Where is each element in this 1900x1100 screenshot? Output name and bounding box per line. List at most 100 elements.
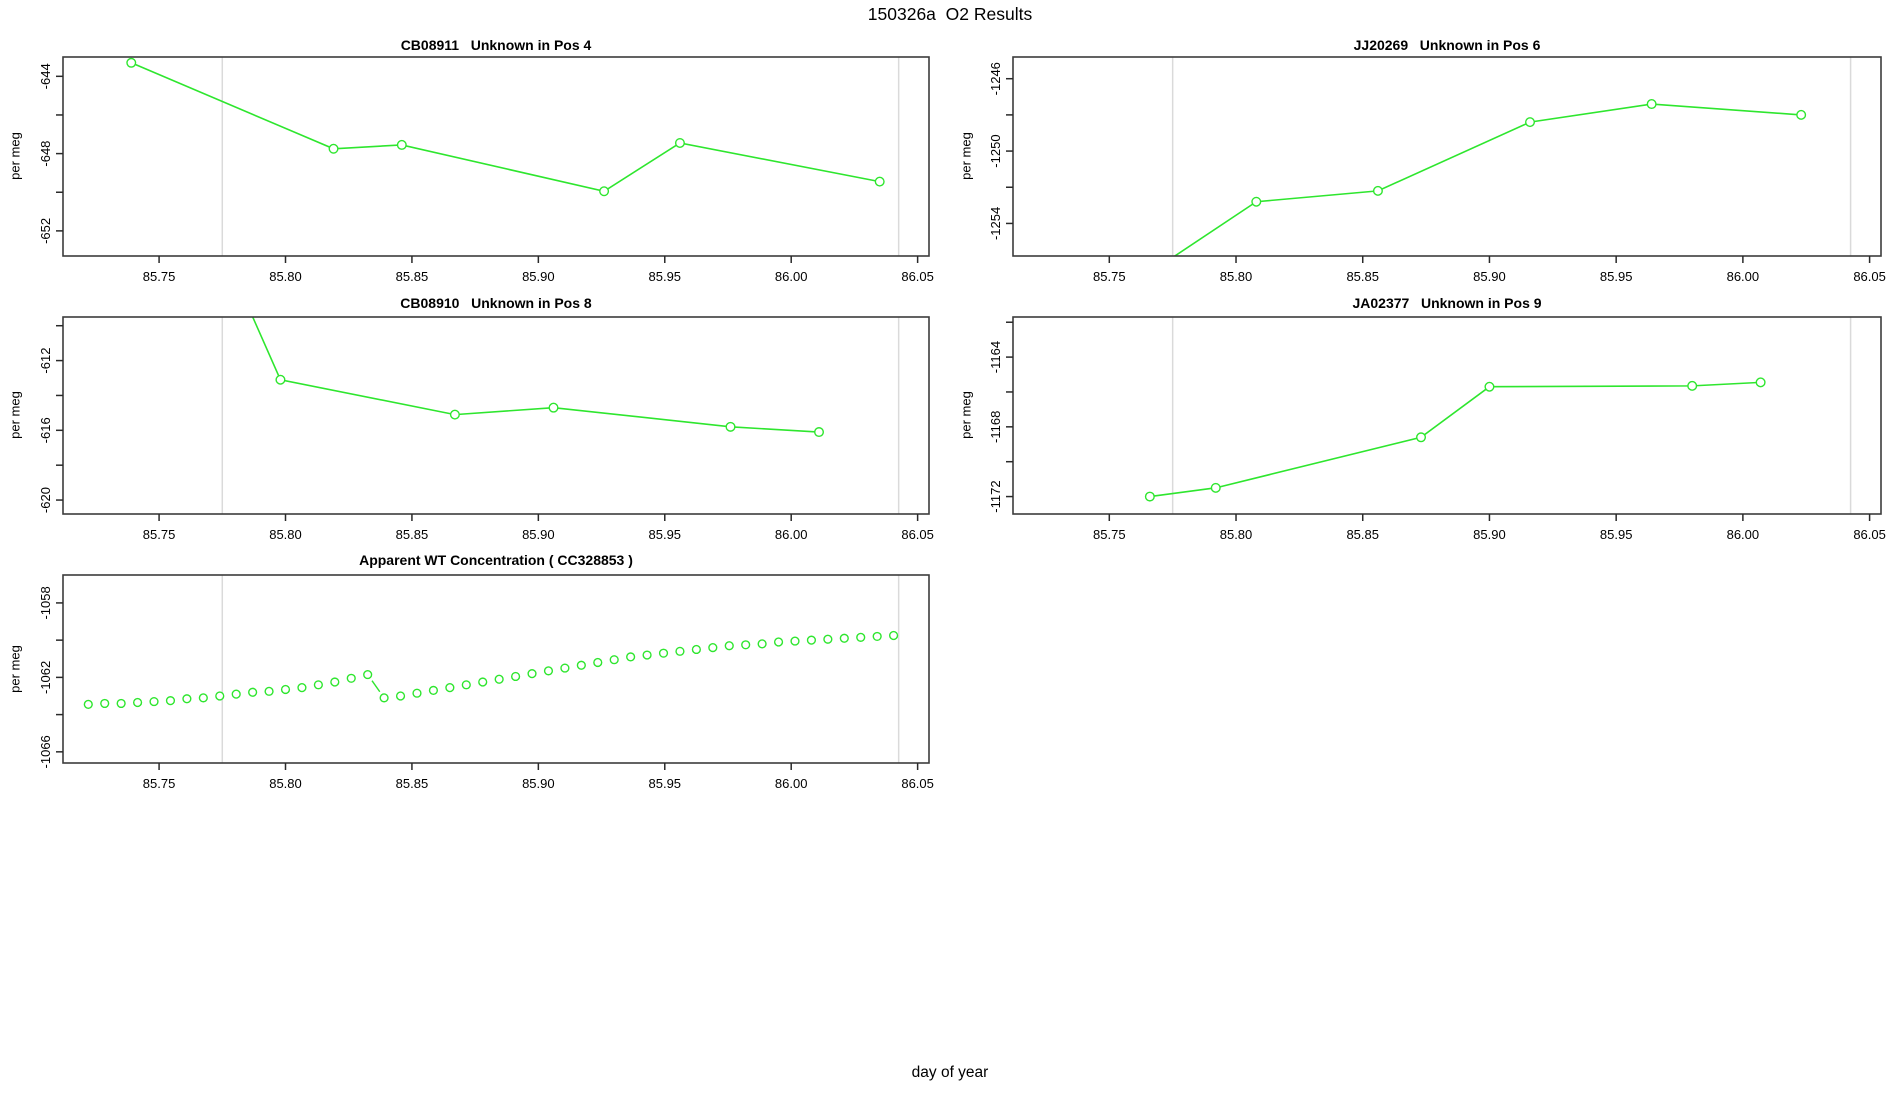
data-point [658, 648, 669, 658]
data-point [328, 143, 339, 154]
y-tick-label: -612 [38, 348, 53, 374]
data-point [642, 650, 652, 660]
data-series [1173, 99, 1807, 256]
x-tick-label: 85.75 [143, 776, 176, 791]
y-tick-label: -1168 [988, 411, 1003, 443]
x-tick-label: 85.80 [269, 776, 302, 791]
plot-border [62, 56, 930, 257]
x-tick-label: 86.05 [1853, 527, 1886, 542]
y-tick-label: -1172 [988, 480, 1003, 512]
x-tick-label: 86.05 [901, 269, 934, 284]
data-point [675, 646, 685, 656]
x-tick-label: 85.80 [269, 269, 302, 284]
panel-title-jj20269: JJ20269 Unknown in Pos 6 [1353, 37, 1541, 53]
y-tick-label: -648 [38, 141, 53, 167]
data-point [510, 671, 521, 682]
data-point [1210, 482, 1221, 493]
data-point [599, 186, 610, 197]
x-tick-label: 86.05 [901, 527, 934, 542]
data-point [872, 631, 882, 642]
data-point [839, 633, 849, 643]
x-tick-label: 85.95 [649, 527, 682, 542]
data-point [116, 698, 126, 709]
data-point [725, 421, 736, 432]
data-point [494, 674, 504, 684]
y-axis-label-2: per meg [958, 132, 974, 180]
data-point [396, 139, 407, 150]
data-point [757, 639, 767, 649]
x-tick-label: 86.00 [1727, 269, 1760, 284]
x-tick-label: 85.95 [649, 269, 682, 284]
x-tick-label: 86.00 [775, 776, 808, 791]
data-point [1524, 117, 1535, 128]
chart-panel-JA02377: 85.75 85.80 85.85 85.90 85.95 86.00 86.05 -1172… [988, 316, 1886, 542]
data-series [126, 57, 885, 197]
x-tick-label: 85.90 [1473, 269, 1506, 284]
data-point [182, 694, 192, 704]
x-tick-label: 86.00 [775, 527, 808, 542]
data-point [149, 696, 159, 707]
y-tick-label: -1254 [988, 207, 1003, 240]
page-title: 150326a O2 Results [867, 4, 1033, 24]
plot-border [62, 574, 930, 764]
data-line [251, 317, 820, 433]
x-tick-label: 86.05 [901, 776, 934, 791]
data-point [527, 669, 537, 679]
x-tick-label: 85.75 [143, 527, 176, 542]
x-tick-label: 85.80 [1220, 269, 1253, 284]
x-tick-label: 85.85 [1346, 527, 1379, 542]
data-point [248, 687, 258, 697]
data-point [609, 655, 619, 665]
data-point [1144, 491, 1155, 502]
data-point [132, 697, 143, 708]
x-tick-label: 85.75 [1093, 527, 1126, 542]
y-axis-label-4: per meg [958, 391, 974, 439]
data-point [773, 637, 784, 647]
data-point [1484, 381, 1495, 392]
data-point [363, 669, 373, 680]
x-tick-label: 85.85 [396, 527, 429, 542]
data-point [165, 696, 176, 706]
data-point [428, 685, 439, 696]
data-series [251, 317, 825, 438]
data-point [346, 673, 356, 683]
data-point [231, 689, 241, 699]
data-point [1755, 377, 1766, 388]
data-point [330, 677, 340, 687]
x-tick-label: 85.75 [143, 269, 176, 284]
chart-panel-CB08911: 85.75 85.80 85.85 85.90 85.95 86.00 86.05 -652 -… [38, 56, 934, 284]
x-tick-label: 85.90 [1473, 527, 1506, 542]
data-point [1796, 109, 1807, 120]
y-tick-label: -1066 [38, 735, 53, 768]
data-point [626, 652, 636, 662]
x-tick-label: 86.00 [1727, 527, 1760, 542]
data-point [1646, 99, 1657, 110]
data-point [889, 630, 899, 641]
data-point [724, 641, 734, 651]
y-tick-label: -1164 [988, 341, 1003, 373]
x-tick-label: 85.80 [1220, 527, 1253, 542]
x-tick-label: 85.90 [522, 269, 555, 284]
x-tick-label: 85.90 [522, 527, 555, 542]
data-point [691, 644, 701, 655]
y-tick-label: -620 [38, 487, 53, 513]
data-point [264, 686, 274, 696]
data-point [814, 427, 825, 438]
data-point [215, 691, 225, 701]
data-line [1173, 103, 1802, 256]
data-series [83, 630, 899, 709]
x-axis-label: day of year [911, 1064, 989, 1081]
panel-title-ja02377: JA02377 Unknown in Pos 9 [1352, 295, 1542, 311]
data-point [548, 402, 559, 413]
data-point [543, 666, 554, 676]
x-tick-label: 85.80 [269, 527, 302, 542]
data-line [130, 62, 880, 193]
data-point [593, 657, 603, 668]
data-point [1251, 196, 1262, 207]
data-point [856, 632, 866, 642]
x-tick-label: 85.85 [396, 269, 429, 284]
data-point [874, 176, 885, 187]
data-line-stub [371, 680, 381, 693]
data-series [1144, 377, 1766, 502]
